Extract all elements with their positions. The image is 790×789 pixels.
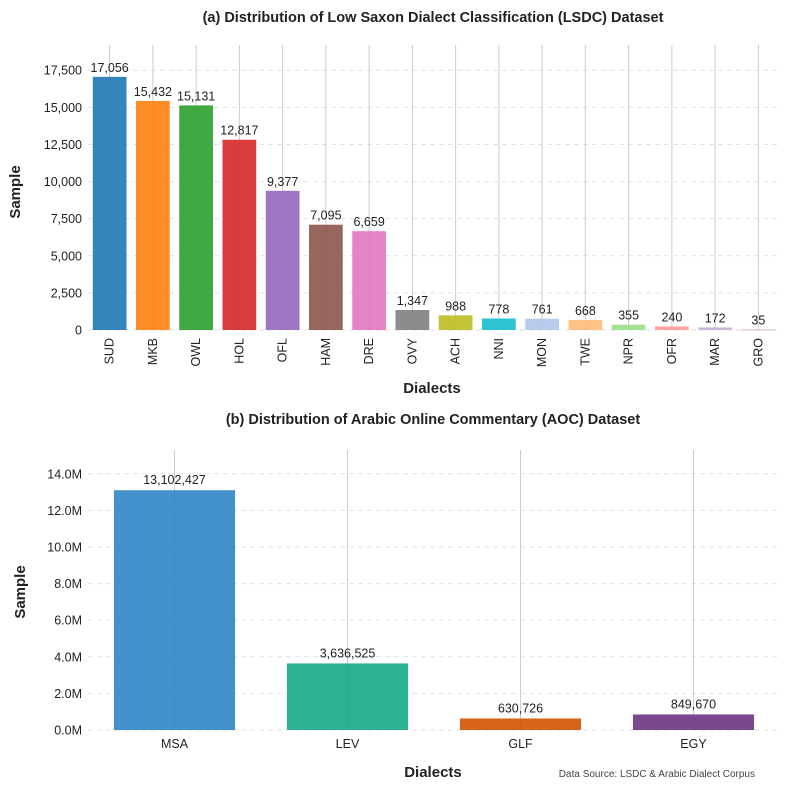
lsdc-value-label: 15,432 [134, 85, 172, 99]
lsdc-value-labels: 17,056 15,432 15,131 12,817 9,377 7,095 6,659 1… [91, 61, 766, 328]
lsdc-value-label: 778 [488, 302, 509, 316]
lsdc-x-tick-label: OWL [189, 338, 203, 367]
lsdc-x-tick-label: OFR [665, 338, 679, 364]
lsdc-bar-ofr [655, 326, 689, 330]
aoc-y-tick-label: 2.0M [54, 687, 82, 701]
aoc-value-label: 13,102,427 [143, 473, 206, 487]
aoc-x-tick-label: LEV [336, 737, 360, 751]
lsdc-x-tick-label: NPR [622, 338, 636, 364]
lsdc-bar-ham [309, 224, 343, 330]
aoc-y-tick-label: 12.0M [47, 504, 82, 518]
aoc-bars [113, 490, 755, 730]
lsdc-x-tick-label: MON [535, 338, 549, 367]
lsdc-y-tick-label: 12,500 [44, 138, 82, 152]
aoc-chart: (b) Distribution of Arabic Online Commen… [12, 412, 780, 781]
lsdc-chart: (a) Distribution of Low Saxon Dialect Cl… [7, 10, 780, 397]
lsdc-x-tick-label: MKB [146, 338, 160, 365]
lsdc-x-tick-label: DRE [362, 338, 376, 364]
lsdc-value-label: 240 [661, 310, 682, 324]
lsdc-bar-ovy [395, 310, 430, 330]
aoc-gridlines [88, 450, 780, 731]
aoc-chart-title: (b) Distribution of Arabic Online Commen… [226, 412, 641, 428]
aoc-x-tick-label: EGY [680, 737, 707, 751]
lsdc-value-label: 7,095 [310, 209, 341, 223]
aoc-y-axis-label: Sample [12, 565, 29, 618]
aoc-y-tick-label: 4.0M [54, 650, 82, 664]
lsdc-value-label: 668 [575, 304, 596, 318]
lsdc-y-tick-label: 10,000 [44, 175, 82, 189]
lsdc-bar-gro [741, 329, 776, 331]
lsdc-bar-mon [525, 318, 559, 330]
lsdc-y-tick-label: 15,000 [44, 101, 82, 115]
lsdc-value-label: 35 [751, 313, 765, 327]
aoc-x-tick-labels: MSA LEV GLF EGY [161, 737, 707, 751]
lsdc-x-tick-label: NNI [492, 338, 506, 360]
lsdc-bar-twe [568, 320, 603, 330]
lsdc-y-tick-label: 2,500 [51, 286, 82, 300]
aoc-y-tick-label: 6.0M [54, 614, 82, 628]
lsdc-x-tick-label: OVY [405, 337, 419, 364]
lsdc-bar-ofl [265, 190, 300, 330]
lsdc-y-axis-label: Sample [7, 165, 24, 218]
lsdc-y-tick-labels: 0 2,500 5,000 7,500 10,000 12,500 15,000 17,500 [44, 64, 82, 338]
aoc-x-tick-label: GLF [508, 737, 533, 751]
lsdc-bar-owl [179, 105, 213, 330]
aoc-bar-lev [286, 663, 409, 730]
lsdc-value-label: 355 [618, 309, 639, 323]
lsdc-bar-dre [352, 231, 386, 330]
lsdc-value-label: 17,056 [91, 61, 129, 75]
lsdc-y-tick-label: 17,500 [44, 64, 82, 78]
lsdc-bar-hol [222, 139, 257, 330]
lsdc-value-label: 6,659 [353, 215, 384, 229]
lsdc-value-label: 172 [705, 311, 726, 325]
aoc-value-labels: 13,102,427 3,636,525 630,726 849,670 [143, 473, 716, 715]
aoc-value-label: 849,670 [671, 697, 716, 711]
lsdc-bar-mar [698, 327, 732, 330]
lsdc-x-tick-label: ACH [449, 338, 463, 364]
lsdc-bar-ach [438, 315, 473, 330]
lsdc-bars [92, 76, 776, 331]
aoc-y-tick-label: 14.0M [47, 467, 82, 481]
lsdc-x-tick-label: HAM [319, 338, 333, 366]
lsdc-bar-npr [611, 324, 646, 330]
aoc-bar-glf [459, 718, 582, 730]
lsdc-x-tick-label: GRO [751, 338, 765, 367]
lsdc-value-label: 761 [532, 303, 553, 317]
lsdc-x-tick-label: OFL [276, 338, 290, 362]
lsdc-x-tick-label: SUD [103, 338, 117, 364]
lsdc-chart-title: (a) Distribution of Low Saxon Dialect Cl… [203, 10, 664, 26]
aoc-value-label: 630,726 [498, 701, 543, 715]
lsdc-bar-sud [92, 76, 127, 330]
lsdc-x-tick-label: MAR [708, 338, 722, 366]
aoc-y-tick-label: 0.0M [54, 724, 82, 738]
lsdc-x-axis-label: Dialects [403, 380, 461, 397]
lsdc-y-tick-label: 5,000 [51, 249, 82, 263]
lsdc-bar-mkb [136, 100, 170, 331]
aoc-y-tick-label: 10.0M [47, 540, 82, 554]
aoc-y-tick-labels: 0.0M 2.0M 4.0M 6.0M 8.0M 10.0M 12.0M 14.0M [47, 467, 82, 737]
lsdc-value-label: 15,131 [177, 89, 215, 103]
aoc-value-label: 3,636,525 [320, 646, 376, 660]
lsdc-x-tick-labels: SUD MKB OWL HOL OFL HAM DRE OVY ACH NNI MON TWE NPR O… [103, 337, 766, 367]
lsdc-x-tick-label: HOL [232, 338, 246, 364]
lsdc-value-label: 12,817 [220, 124, 258, 138]
lsdc-x-tick-label: TWE [578, 338, 592, 366]
lsdc-value-label: 988 [445, 299, 466, 313]
aoc-y-tick-label: 8.0M [54, 577, 82, 591]
lsdc-value-label: 9,377 [267, 175, 298, 189]
lsdc-y-tick-label: 7,500 [51, 212, 82, 226]
lsdc-y-tick-label: 0 [75, 324, 82, 338]
aoc-bar-egy [632, 714, 755, 730]
aoc-x-axis-label: Dialects [404, 764, 462, 781]
lsdc-bar-nni [482, 318, 516, 330]
lsdc-value-label: 1,347 [397, 294, 428, 308]
aoc-bar-msa [113, 490, 236, 730]
data-source-note: Data Source: LSDC & Arabic Dialect Corpu… [559, 769, 755, 780]
aoc-x-tick-label: MSA [161, 737, 189, 751]
